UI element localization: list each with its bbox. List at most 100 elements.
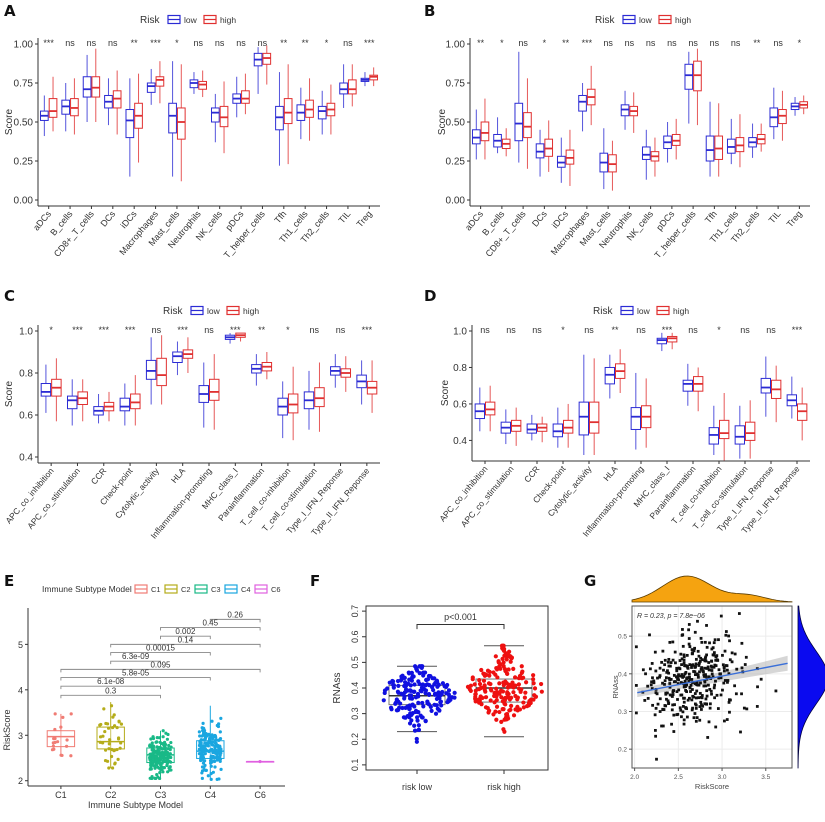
significance-label: *: [561, 325, 565, 335]
data-point: [167, 743, 171, 748]
data-point: [690, 678, 694, 681]
data-point: [414, 666, 419, 671]
data-point: [402, 696, 407, 701]
data-point: [700, 703, 703, 707]
data-point: [507, 697, 513, 702]
data-point: [667, 676, 671, 680]
data-point: [119, 741, 123, 745]
data-point: [473, 691, 478, 697]
data-point: [756, 685, 759, 689]
data-point: [707, 661, 711, 664]
data-point: [203, 744, 207, 748]
data-point: [728, 658, 732, 662]
data-point: [511, 666, 516, 671]
data-point: [213, 748, 217, 752]
data-point: [396, 690, 401, 695]
data-point: [479, 685, 484, 690]
comparison-bracket: [60, 677, 211, 681]
data-point: [501, 707, 506, 712]
data-point: [703, 702, 707, 706]
box-low: [40, 383, 52, 397]
data-point: [409, 670, 414, 675]
data-point: [650, 680, 653, 684]
pvalue-label: p<0.001: [444, 612, 477, 622]
data-point: [151, 756, 155, 760]
y-tick-label: 0.50: [14, 118, 34, 129]
data-point: [396, 683, 401, 688]
x-tick-label: CCR: [89, 466, 109, 487]
legend-title: Immune Subtype Model: [42, 584, 132, 594]
data-point: [707, 668, 711, 672]
data-point: [722, 669, 726, 673]
data-point: [158, 771, 162, 775]
data-point: [710, 669, 714, 672]
box-low: [552, 423, 563, 438]
box-low: [526, 423, 537, 434]
significance-label: ns: [309, 325, 319, 335]
data-point: [531, 697, 536, 702]
data-point: [704, 655, 708, 659]
data-point: [515, 697, 520, 702]
data-point: [693, 630, 697, 634]
data-point: [655, 757, 658, 761]
data-point: [431, 687, 436, 693]
significance-label: ns: [688, 325, 698, 335]
data-point: [210, 719, 214, 723]
data-point: [110, 766, 115, 770]
y-tick-label: 0.8: [453, 363, 467, 374]
data-point: [694, 696, 698, 700]
data-point: [690, 648, 694, 651]
data-point: [682, 661, 686, 665]
y-axis-label: RiskScore: [2, 709, 12, 750]
data-point: [208, 738, 212, 742]
comparison-bracket: [209, 618, 261, 623]
data-point: [413, 708, 419, 713]
data-point: [665, 691, 669, 695]
regression-line: [637, 662, 788, 694]
data-point: [707, 676, 711, 680]
data-point: [709, 689, 713, 693]
data-point: [714, 679, 717, 683]
data-point: [427, 683, 432, 688]
data-point: [479, 667, 484, 673]
data-point: [740, 692, 743, 696]
data-point: [688, 696, 691, 700]
data-point: [684, 671, 688, 674]
data-point: [744, 655, 748, 659]
data-point: [709, 664, 713, 668]
significance-label: ns: [108, 38, 118, 48]
data-point: [695, 689, 699, 693]
significance-label: ns: [518, 38, 528, 48]
data-point: [651, 703, 655, 707]
comparison-pvalue: 6.1e-08: [97, 677, 125, 686]
data-point: [213, 744, 217, 749]
data-point: [733, 652, 737, 656]
data-point: [700, 666, 704, 669]
data-point: [502, 696, 507, 702]
data-point: [727, 634, 731, 638]
data-point: [703, 659, 707, 663]
data-point: [693, 646, 697, 650]
data-point: [203, 747, 208, 751]
data-point: [698, 691, 702, 695]
data-point: [425, 701, 430, 706]
data-point: [507, 708, 512, 713]
data-point: [668, 682, 672, 685]
data-point: [421, 704, 426, 709]
data-point: [661, 681, 664, 685]
data-point: [201, 731, 206, 735]
y-tick-label: 0.5: [618, 634, 627, 641]
data-point: [493, 672, 498, 677]
significance-label: ***: [177, 325, 188, 335]
data-point: [502, 646, 507, 652]
data-point: [539, 689, 544, 694]
significance-label: ***: [582, 38, 593, 48]
data-point: [690, 652, 694, 656]
comparison-pvalue: 0.26: [227, 610, 243, 619]
data-point: [667, 664, 671, 668]
data-point: [487, 669, 492, 675]
data-point: [211, 770, 215, 774]
data-point: [197, 752, 202, 756]
data-point: [703, 679, 707, 682]
data-point: [202, 759, 206, 763]
